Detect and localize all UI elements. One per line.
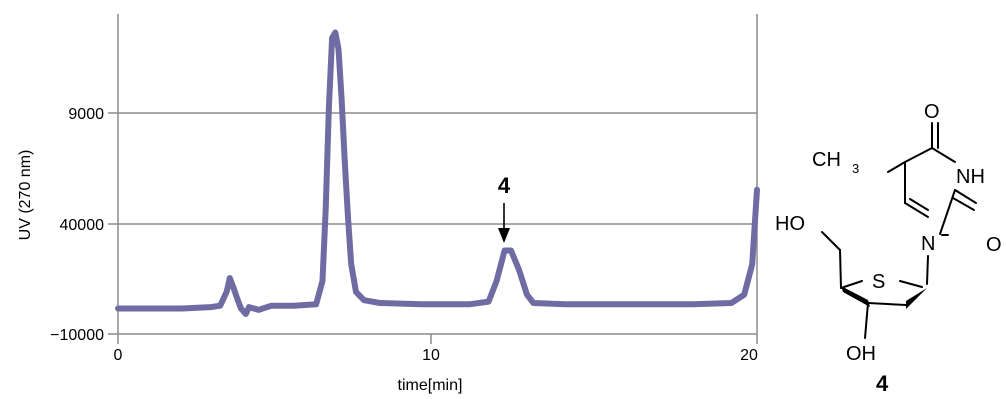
x-axis-label: time[min] [398,377,463,394]
thiolane-wedge-right [906,288,927,309]
y-tick-label-9000: 9000 [68,106,104,123]
y-tick-label-minus10000: −10000 [50,327,104,344]
methyl-subscript: 3 [852,161,859,176]
hydroxyl-group: OH [846,343,876,365]
y-tick-label-40000: 40000 [60,217,105,234]
x-tick-label-0: 0 [114,347,123,364]
x-tick-label-20: 20 [740,347,758,364]
pyrimidine-ring [887,122,977,236]
hydroxymethyl-group: HO [775,213,805,235]
plot-area: −10000 40000 9000 0 10 20 time[min] UV (… [17,14,760,394]
y-axis-label: UV (270 nm) [17,150,34,241]
nh-group: NH [956,166,985,188]
methyl-group: CH [812,149,841,171]
x-tick-label-10: 10 [422,347,440,364]
series-line-uv-trace [115,29,760,317]
sulfur-atom: S [872,271,885,293]
peak-annotation-label: 4 [498,173,511,198]
carbonyl-oxygen-top: O [924,101,940,123]
n1-atom: N [921,233,935,255]
thiolane-wedge-left [841,286,870,307]
peak-annotation-arrowhead [498,228,510,243]
compound-number-label: 4 [876,371,889,396]
carbonyl-oxygen-right: O [986,234,1002,256]
thiolane-ring [821,231,929,339]
chemical-structure-compound-4: O CH 3 NH O N HO S OH 4 [775,101,1002,396]
